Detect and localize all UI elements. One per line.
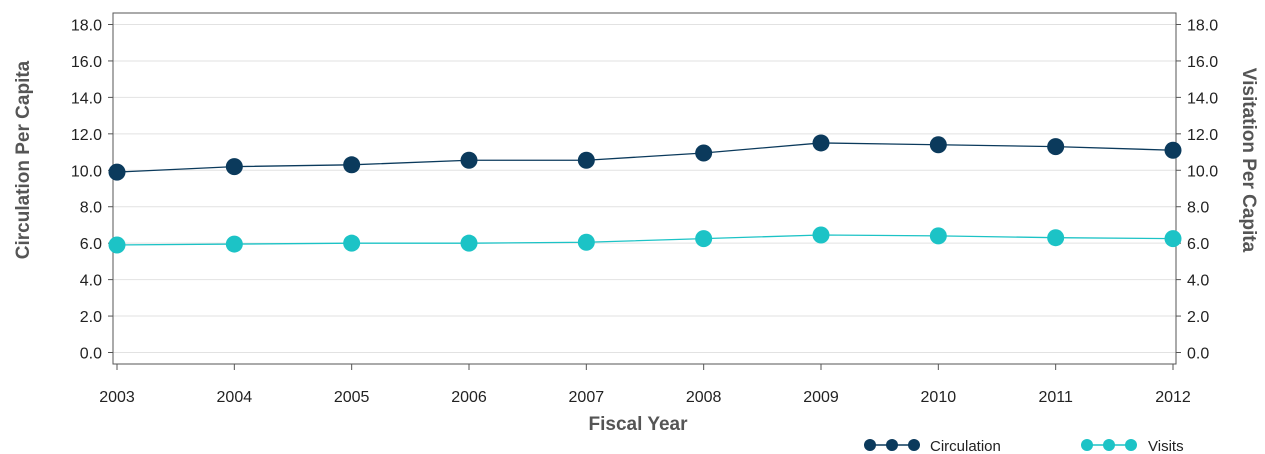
x-tick-label: 2003 — [99, 389, 135, 406]
left-tick-label: 2.0 — [80, 309, 102, 326]
left-tick-label: 10.0 — [71, 163, 102, 180]
x-tick-label: 2004 — [217, 389, 253, 406]
right-tick-label: 4.0 — [1187, 273, 1209, 290]
data-point-circulation — [225, 158, 243, 176]
data-point-circulation — [812, 134, 830, 152]
legend-label-circulation: Circulation — [930, 438, 1001, 454]
right-tick-label: 12.0 — [1187, 127, 1218, 144]
right-tick-label: 8.0 — [1187, 200, 1209, 217]
left-tick-label: 4.0 — [80, 273, 102, 290]
left-axis-title: Circulation Per Capita — [13, 60, 34, 259]
x-tick-label: 2011 — [1038, 389, 1073, 406]
series-circulation — [108, 134, 1182, 181]
x-axis-ticks: 2003 2004 2005 2006 2007 2008 2009 2010 2011 2012 — [99, 364, 1191, 406]
series-line-visits — [116, 234, 1174, 246]
legend-dot — [864, 439, 876, 451]
data-point-circulation — [460, 151, 478, 169]
plot-frame — [112, 12, 1177, 365]
right-tick-label: 10.0 — [1187, 163, 1218, 180]
data-point-visits — [812, 226, 830, 244]
x-tick-label: 2009 — [803, 389, 839, 406]
legend-item-visits: Visits — [1081, 438, 1184, 454]
left-tick-label: 0.0 — [80, 346, 102, 363]
legend: Circulation Visits — [864, 438, 1184, 454]
data-point-circulation — [343, 156, 361, 174]
legend-marker-visits — [1081, 439, 1137, 451]
data-point-visits — [108, 236, 126, 254]
x-tick-label: 2012 — [1155, 389, 1191, 406]
x-tick-label: 2005 — [334, 389, 370, 406]
right-tick-label: 0.0 — [1187, 346, 1209, 363]
right-tick-label: 18.0 — [1187, 18, 1218, 35]
data-point-circulation — [577, 151, 595, 169]
left-tick-label: 16.0 — [71, 54, 102, 71]
left-tick-label: 8.0 — [80, 200, 102, 217]
data-point-visits — [1164, 230, 1182, 248]
right-tick-label: 14.0 — [1187, 90, 1218, 107]
left-tick-label: 18.0 — [71, 18, 102, 35]
series-line-circulation — [116, 142, 1174, 173]
x-tick-label: 2010 — [921, 389, 957, 406]
legend-dot — [1081, 439, 1093, 451]
data-point-visits — [577, 233, 595, 251]
legend-dot — [908, 439, 920, 451]
data-point-visits — [343, 234, 361, 252]
left-tick-label: 14.0 — [71, 90, 102, 107]
series-visits — [108, 226, 1182, 254]
data-point-circulation — [695, 144, 713, 162]
data-point-visits — [1047, 229, 1065, 247]
series-layer — [108, 134, 1182, 254]
data-point-visits — [460, 234, 478, 252]
left-tick-label: 12.0 — [71, 127, 102, 144]
data-point-circulation — [1164, 141, 1182, 159]
right-tick-label: 6.0 — [1187, 236, 1209, 253]
legend-dot — [1125, 439, 1137, 451]
right-tick-label: 2.0 — [1187, 309, 1209, 326]
data-point-visits — [929, 227, 947, 245]
x-tick-label: 2008 — [686, 389, 722, 406]
legend-marker-circulation — [864, 439, 920, 451]
right-axis-title: Visitation Per Capita — [1238, 68, 1259, 253]
x-tick-label: 2006 — [451, 389, 487, 406]
data-point-visits — [695, 230, 713, 248]
left-axis-ticks: 0.0 2.0 4.0 6.0 8.0 10.0 12.0 14.0 16.0 18.0 — [71, 18, 113, 363]
x-axis-title: Fiscal Year — [589, 414, 689, 435]
data-point-circulation — [1047, 138, 1065, 156]
x-tick-label: 2007 — [569, 389, 605, 406]
legend-label-visits: Visits — [1148, 438, 1184, 454]
grid-lines — [113, 24, 1176, 353]
right-tick-label: 16.0 — [1187, 54, 1218, 71]
right-axis-ticks: 0.0 2.0 4.0 6.0 8.0 10.0 12.0 14.0 16.0 18.0 — [1176, 18, 1218, 363]
legend-item-circulation: Circulation — [864, 438, 1001, 454]
data-point-visits — [225, 235, 243, 253]
legend-dot — [886, 439, 898, 451]
left-tick-label: 6.0 — [80, 236, 102, 253]
data-point-circulation — [929, 136, 947, 154]
legend-dot — [1103, 439, 1115, 451]
data-point-circulation — [108, 163, 126, 181]
